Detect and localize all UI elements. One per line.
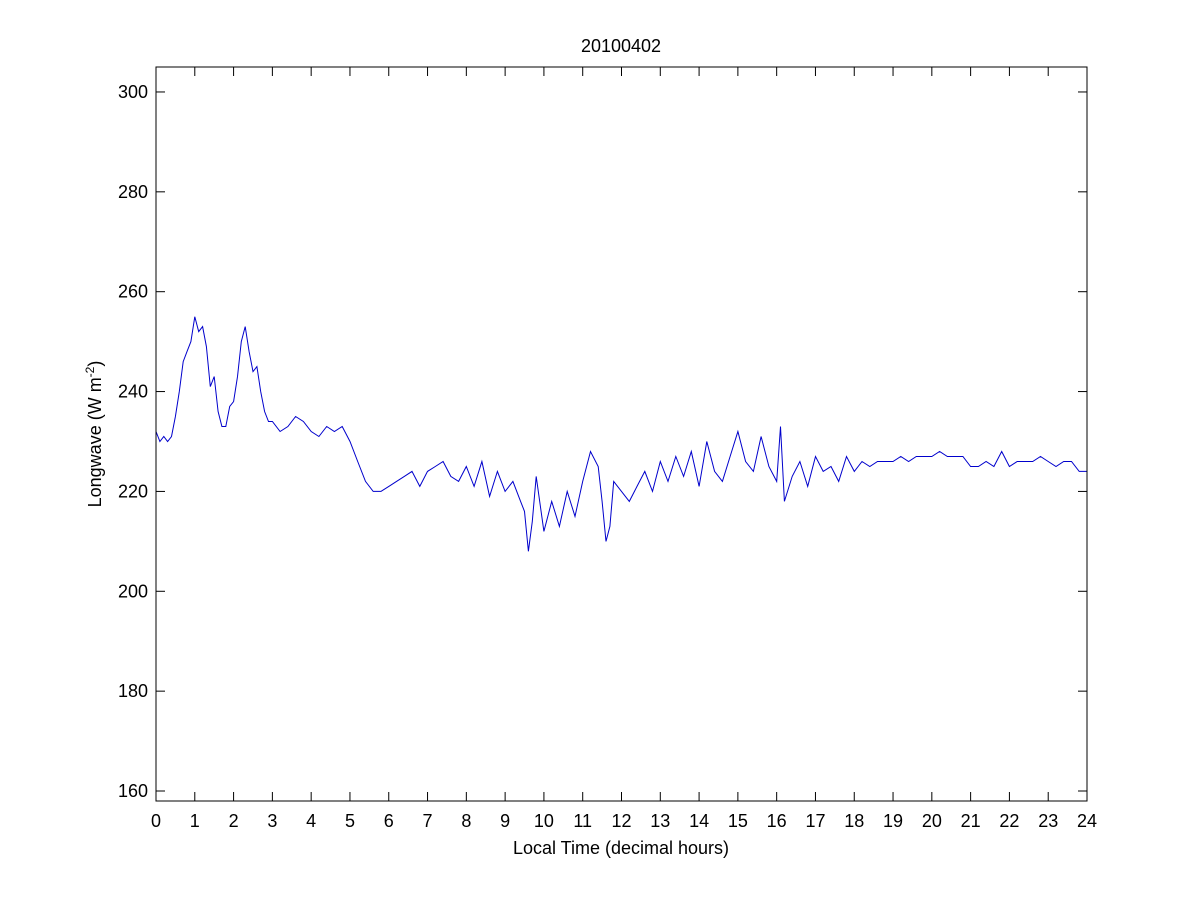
- x-tick-label: 11: [573, 811, 592, 831]
- x-tick-label: 15: [728, 811, 748, 831]
- x-tick-label: 24: [1077, 811, 1097, 831]
- x-tick-label: 16: [767, 811, 787, 831]
- x-axis-label: Local Time (decimal hours): [513, 838, 729, 858]
- x-tick-label: 22: [999, 811, 1019, 831]
- y-tick-label: 180: [118, 681, 148, 701]
- y-tick-label: 260: [118, 282, 148, 302]
- x-tick-label: 17: [805, 811, 825, 831]
- x-tick-label: 5: [345, 811, 355, 831]
- x-tick-label: 9: [500, 811, 510, 831]
- y-axis-label-close: ): [85, 361, 105, 367]
- series-line: [155, 316, 1087, 552]
- x-tick-label: 0: [151, 811, 161, 831]
- x-tick-label: 18: [844, 811, 864, 831]
- y-axis-label-main: Longwave (W m: [85, 377, 105, 507]
- x-tick-label: 14: [689, 811, 709, 831]
- y-axis-label-sup: -2: [83, 366, 97, 377]
- x-tick-label: 12: [611, 811, 631, 831]
- y-tick-label: 300: [118, 82, 148, 102]
- x-tick-label: 23: [1038, 811, 1058, 831]
- y-tick-label: 280: [118, 182, 148, 202]
- y-axis-label: Longwave (W m-2): [83, 361, 105, 508]
- x-tick-label: 7: [423, 811, 433, 831]
- x-tick-label: 4: [306, 811, 316, 831]
- plot-frame: [155, 66, 1088, 802]
- x-tick-label: 1: [190, 811, 200, 831]
- x-tick-label: 2: [229, 811, 239, 831]
- x-tick-label: 20: [922, 811, 942, 831]
- x-tick-label: 8: [461, 811, 471, 831]
- y-tick-label: 160: [118, 781, 148, 801]
- y-tick-label: 220: [118, 481, 148, 501]
- x-tick-label: 6: [384, 811, 394, 831]
- x-tick-label: 3: [267, 811, 277, 831]
- y-tick-label: 200: [118, 581, 148, 601]
- x-tick-label: 19: [883, 811, 903, 831]
- chart-title: 20100402: [581, 36, 661, 56]
- x-ticks: 0 1 2 3 4 5 6 7 8 9 10 11 12 13 14 15 16 17 18 19 20 21 22 23 24: [151, 67, 1097, 831]
- plot-background: [156, 67, 1087, 801]
- y-tick-label: 240: [118, 382, 148, 402]
- x-tick-label: 21: [961, 811, 981, 831]
- x-tick-label: 10: [534, 811, 554, 831]
- y-ticks: 160 180 200 220 240 260 280 300: [118, 82, 1087, 801]
- x-tick-label: 13: [650, 811, 670, 831]
